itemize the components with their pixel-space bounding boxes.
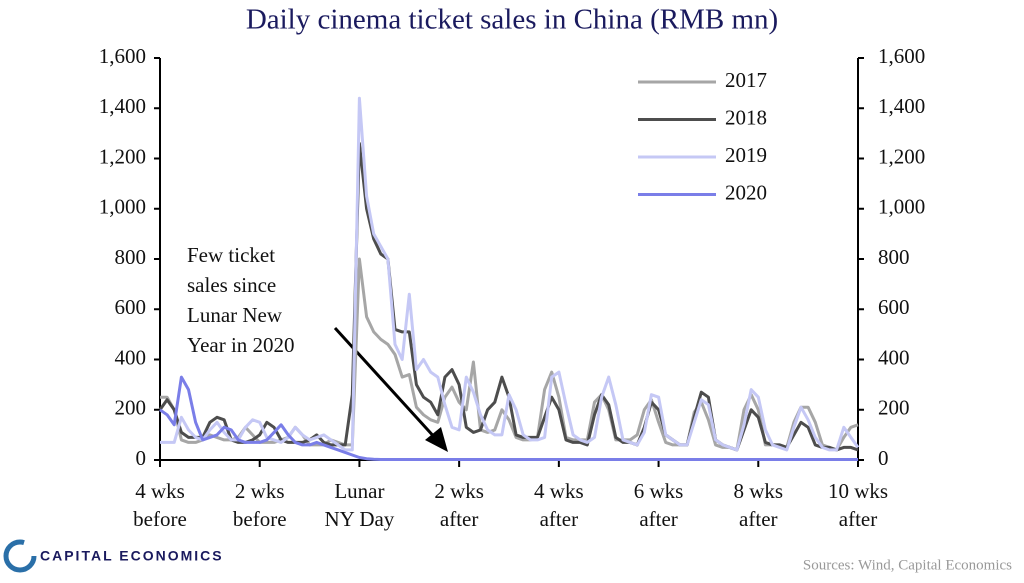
y2-tick-label: 0 xyxy=(878,446,889,470)
source: Sources: Wind, Capital Economics xyxy=(803,557,1012,573)
annotation: Few ticket sales since Lunar New Year in 20… xyxy=(187,243,295,357)
y2-tick-label: 400 xyxy=(878,345,910,369)
y2-tick-label: 1,400 xyxy=(878,94,925,118)
x-tick-label: 10 wks after xyxy=(828,479,888,531)
y-tick-label: 1,200 xyxy=(99,144,146,168)
arrow-head xyxy=(425,427,448,452)
x-tick-label: 8 wks after xyxy=(733,479,783,531)
logo-mark xyxy=(3,539,37,573)
series-line xyxy=(159,375,858,461)
annotation-arrow xyxy=(333,326,439,442)
legend-label: 2020 xyxy=(725,180,767,204)
legend-label: 2017 xyxy=(725,68,767,92)
y-tick-label: 400 xyxy=(115,345,147,369)
y2-tick-label: 800 xyxy=(878,245,910,269)
y-tick-label: 800 xyxy=(115,245,147,269)
x-tick-label: 4 wks after xyxy=(534,479,584,531)
x-tick-label: 2 wks before xyxy=(233,479,287,531)
x-tick-label: 6 wks after xyxy=(634,479,684,531)
y-tick-label: 0 xyxy=(136,446,147,470)
y2-tick-label: 1,600 xyxy=(878,44,925,68)
y2-tick-label: 600 xyxy=(878,295,910,319)
chart-title: Daily cinema ticket sales in China (RMB … xyxy=(246,4,778,36)
y2-tick-label: 200 xyxy=(878,396,910,420)
y-tick-label: 1,600 xyxy=(99,44,146,68)
y2-tick-label: 1,200 xyxy=(878,144,925,168)
y-tick-label: 1,000 xyxy=(99,195,146,219)
brand: CAPITAL ECONOMICS xyxy=(40,548,224,564)
y-tick-label: 200 xyxy=(115,396,147,420)
y-tick-label: 600 xyxy=(115,295,147,319)
series-line xyxy=(160,96,860,452)
y2-tick-label: 1,000 xyxy=(878,195,925,219)
legend-label: 2019 xyxy=(725,143,767,167)
x-tick-label: Lunar NY Day xyxy=(325,479,395,531)
legend-label: 2018 xyxy=(725,105,767,129)
y-tick-label: 1,400 xyxy=(99,94,146,118)
x-tick-label: 2 wks after xyxy=(434,479,484,531)
x-tick-label: 4 wks before xyxy=(133,479,187,531)
logo: CAPITAL ECONOMICS xyxy=(3,539,224,573)
